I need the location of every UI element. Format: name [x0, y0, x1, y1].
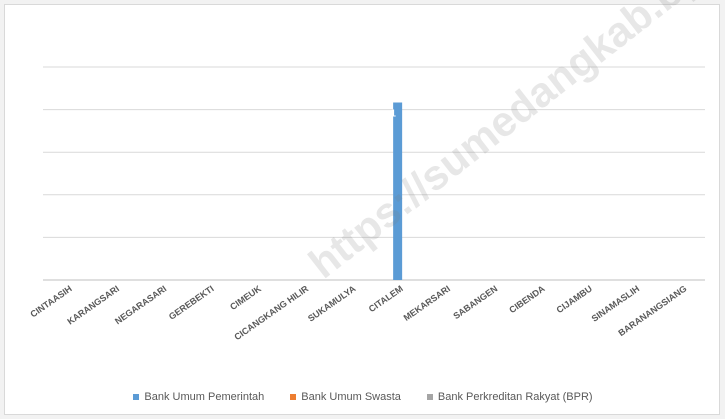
x-tick-label: SUKAMULYA — [306, 283, 358, 324]
x-tick-label: CIBENDA — [507, 283, 547, 315]
legend-swatch — [133, 394, 140, 400]
x-tick-label: NEGARASARI — [113, 283, 168, 326]
x-tick-label: KARANGSARI — [65, 283, 121, 326]
chart-frame: 1 CINTAASIH KARANGSARI NEGARASARI GEREBEKTI C… — [4, 4, 720, 415]
legend-item: Bank Perkreditan Rakyat (BPR) — [426, 391, 593, 403]
x-tick-label: CIJAMBU — [555, 283, 594, 315]
x-tick-label: CIMEUK — [228, 283, 263, 312]
chart-legend: Bank Umum Pemerintah Bank Umum Swasta Bank… — [5, 391, 721, 403]
legend-swatch — [290, 394, 297, 400]
legend-item: Bank Umum Swasta — [290, 391, 401, 403]
x-tick-label: SABANGEN — [451, 283, 499, 321]
data-label: 1 — [390, 109, 396, 120]
legend-label: Bank Perkreditan Rakyat (BPR) — [437, 391, 593, 403]
legend-swatch — [426, 394, 433, 400]
x-tick-label: CINTAASIH — [28, 283, 73, 319]
x-tick-label: GEREBEKTI — [167, 283, 216, 321]
x-tick-label: CITALEM — [367, 283, 405, 314]
x-tick-label: MEKARSARI — [402, 283, 452, 322]
legend-label: Bank Umum Pemerintah — [144, 391, 265, 403]
legend-label: Bank Umum Swasta — [301, 391, 401, 403]
legend-item: Bank Umum Pemerintah — [133, 391, 264, 403]
bar — [393, 102, 403, 280]
